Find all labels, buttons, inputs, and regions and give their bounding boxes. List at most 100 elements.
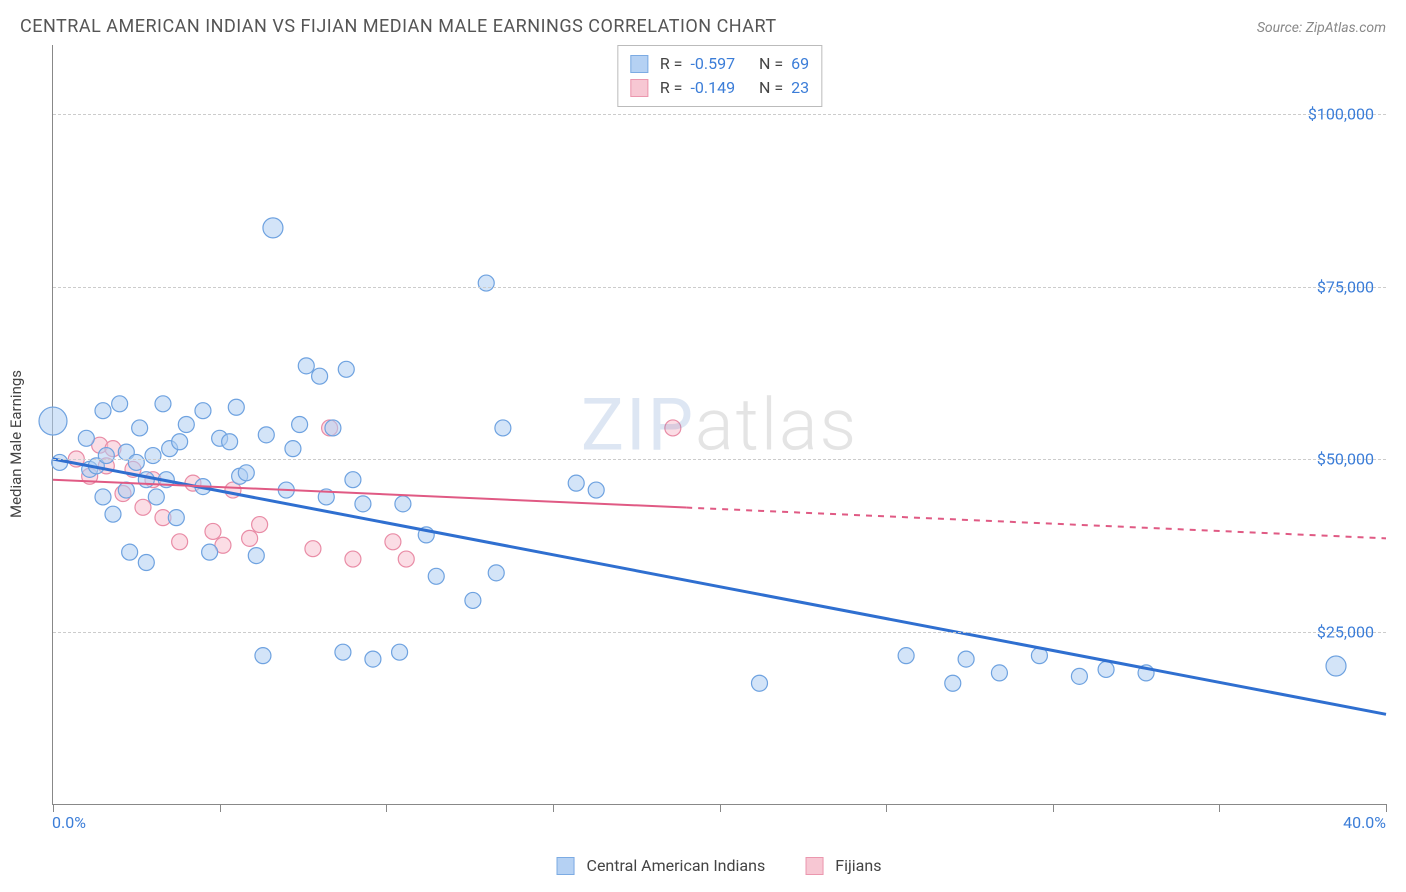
x-tick: [1386, 804, 1387, 812]
scatter-point: [298, 358, 314, 374]
scatter-point: [365, 651, 381, 667]
scatter-point: [305, 541, 321, 557]
scatter-point: [495, 420, 511, 436]
source-attribution: Source: ZipAtlas.com: [1257, 20, 1386, 36]
n-label: N =: [759, 52, 783, 76]
scatter-point: [252, 517, 268, 533]
scatter-point: [118, 482, 134, 498]
scatter-point: [128, 454, 144, 470]
scatter-point: [138, 472, 154, 488]
scatter-point: [238, 465, 254, 481]
trend-line-dashed: [686, 508, 1386, 539]
scatter-point: [145, 448, 161, 464]
scatter-point: [138, 555, 154, 571]
scatter-point: [112, 396, 128, 412]
legend-swatch: [805, 857, 823, 875]
scatter-point: [105, 506, 121, 522]
scatter-point: [205, 523, 221, 539]
chart-container: Median Male Earnings ZIPatlas R =-0.597 …: [52, 45, 1386, 843]
scatter-point: [478, 275, 494, 291]
legend-swatch: [557, 857, 575, 875]
correlation-legend: R = -0.597 N = 69R =-0.149 N =23: [617, 45, 822, 107]
series-legend: Central American Indians Fijians: [557, 856, 882, 875]
gridline: [53, 287, 1386, 288]
x-tick-label: 0.0%: [52, 813, 86, 832]
plot-area: ZIPatlas R =-0.597 N =69R =-0.149 N =23 …: [52, 45, 1386, 805]
scatter-point: [1326, 656, 1346, 676]
scatter-point: [751, 675, 767, 691]
x-tick: [720, 804, 721, 812]
scatter-point: [355, 496, 371, 512]
scatter-point: [588, 482, 604, 498]
correlation-legend-row: R = -0.597 N = 69: [630, 52, 809, 76]
scatter-point: [148, 489, 164, 505]
scatter-point: [195, 403, 211, 419]
x-tick-label: 40.0%: [1343, 813, 1386, 832]
x-tick: [1219, 804, 1220, 812]
scatter-point: [312, 368, 328, 384]
r-value: -0.597: [690, 52, 735, 76]
scatter-point: [132, 420, 148, 436]
series-name: Central American Indians: [587, 856, 766, 875]
scatter-point: [178, 417, 194, 433]
scatter-point: [488, 565, 504, 581]
scatter-point: [1071, 668, 1087, 684]
scatter-point: [665, 420, 681, 436]
scatter-point: [248, 548, 264, 564]
series-legend-item: Fijians: [805, 856, 881, 875]
gridline: [53, 459, 1386, 460]
scatter-point: [568, 475, 584, 491]
scatter-point: [263, 218, 283, 238]
gridline: [53, 114, 1386, 115]
x-tick: [1053, 804, 1054, 812]
scatter-point: [95, 403, 111, 419]
legend-swatch: [630, 55, 648, 73]
scatter-point: [385, 534, 401, 550]
scatter-point: [168, 510, 184, 526]
scatter-point: [122, 544, 138, 560]
legend-swatch: [630, 79, 648, 97]
trend-line: [53, 459, 1386, 714]
scatter-point: [345, 472, 361, 488]
scatter-point: [465, 592, 481, 608]
scatter-point: [135, 499, 151, 515]
scatter-point: [292, 417, 308, 433]
r-label: R =: [660, 52, 683, 76]
scatter-point: [325, 420, 341, 436]
scatter-point: [991, 665, 1007, 681]
scatter-point: [428, 568, 444, 584]
x-axis-labels: Central American IndiansFijians 0.0%40.0…: [52, 813, 1386, 843]
scatter-point: [98, 448, 114, 464]
r-label: R =: [660, 76, 683, 100]
scatter-point: [395, 496, 411, 512]
scatter-point: [945, 675, 961, 691]
y-axis-title: Median Male Earnings: [7, 370, 25, 518]
chart-title: CENTRAL AMERICAN INDIAN VS FIJIAN MEDIAN…: [20, 16, 777, 37]
scatter-point: [398, 551, 414, 567]
scatter-point: [898, 648, 914, 664]
scatter-point: [172, 434, 188, 450]
plot-svg: [53, 45, 1386, 804]
scatter-point: [1098, 661, 1114, 677]
scatter-point: [958, 651, 974, 667]
n-label: N =: [759, 76, 783, 100]
scatter-point: [95, 489, 111, 505]
scatter-point: [335, 644, 351, 660]
scatter-point: [285, 441, 301, 457]
scatter-point: [392, 644, 408, 660]
x-tick: [220, 804, 221, 812]
scatter-point: [78, 430, 94, 446]
n-value: 69: [791, 52, 809, 76]
scatter-point: [155, 396, 171, 412]
series-legend-item: Central American Indians: [557, 856, 766, 875]
scatter-point: [228, 399, 244, 415]
scatter-point: [345, 551, 361, 567]
scatter-point: [258, 427, 274, 443]
x-tick: [386, 804, 387, 812]
scatter-point: [202, 544, 218, 560]
x-tick: [553, 804, 554, 812]
correlation-legend-row: R =-0.149 N =23: [630, 76, 809, 100]
gridline: [53, 632, 1386, 633]
scatter-point: [172, 534, 188, 550]
series-name: Fijians: [835, 856, 881, 875]
